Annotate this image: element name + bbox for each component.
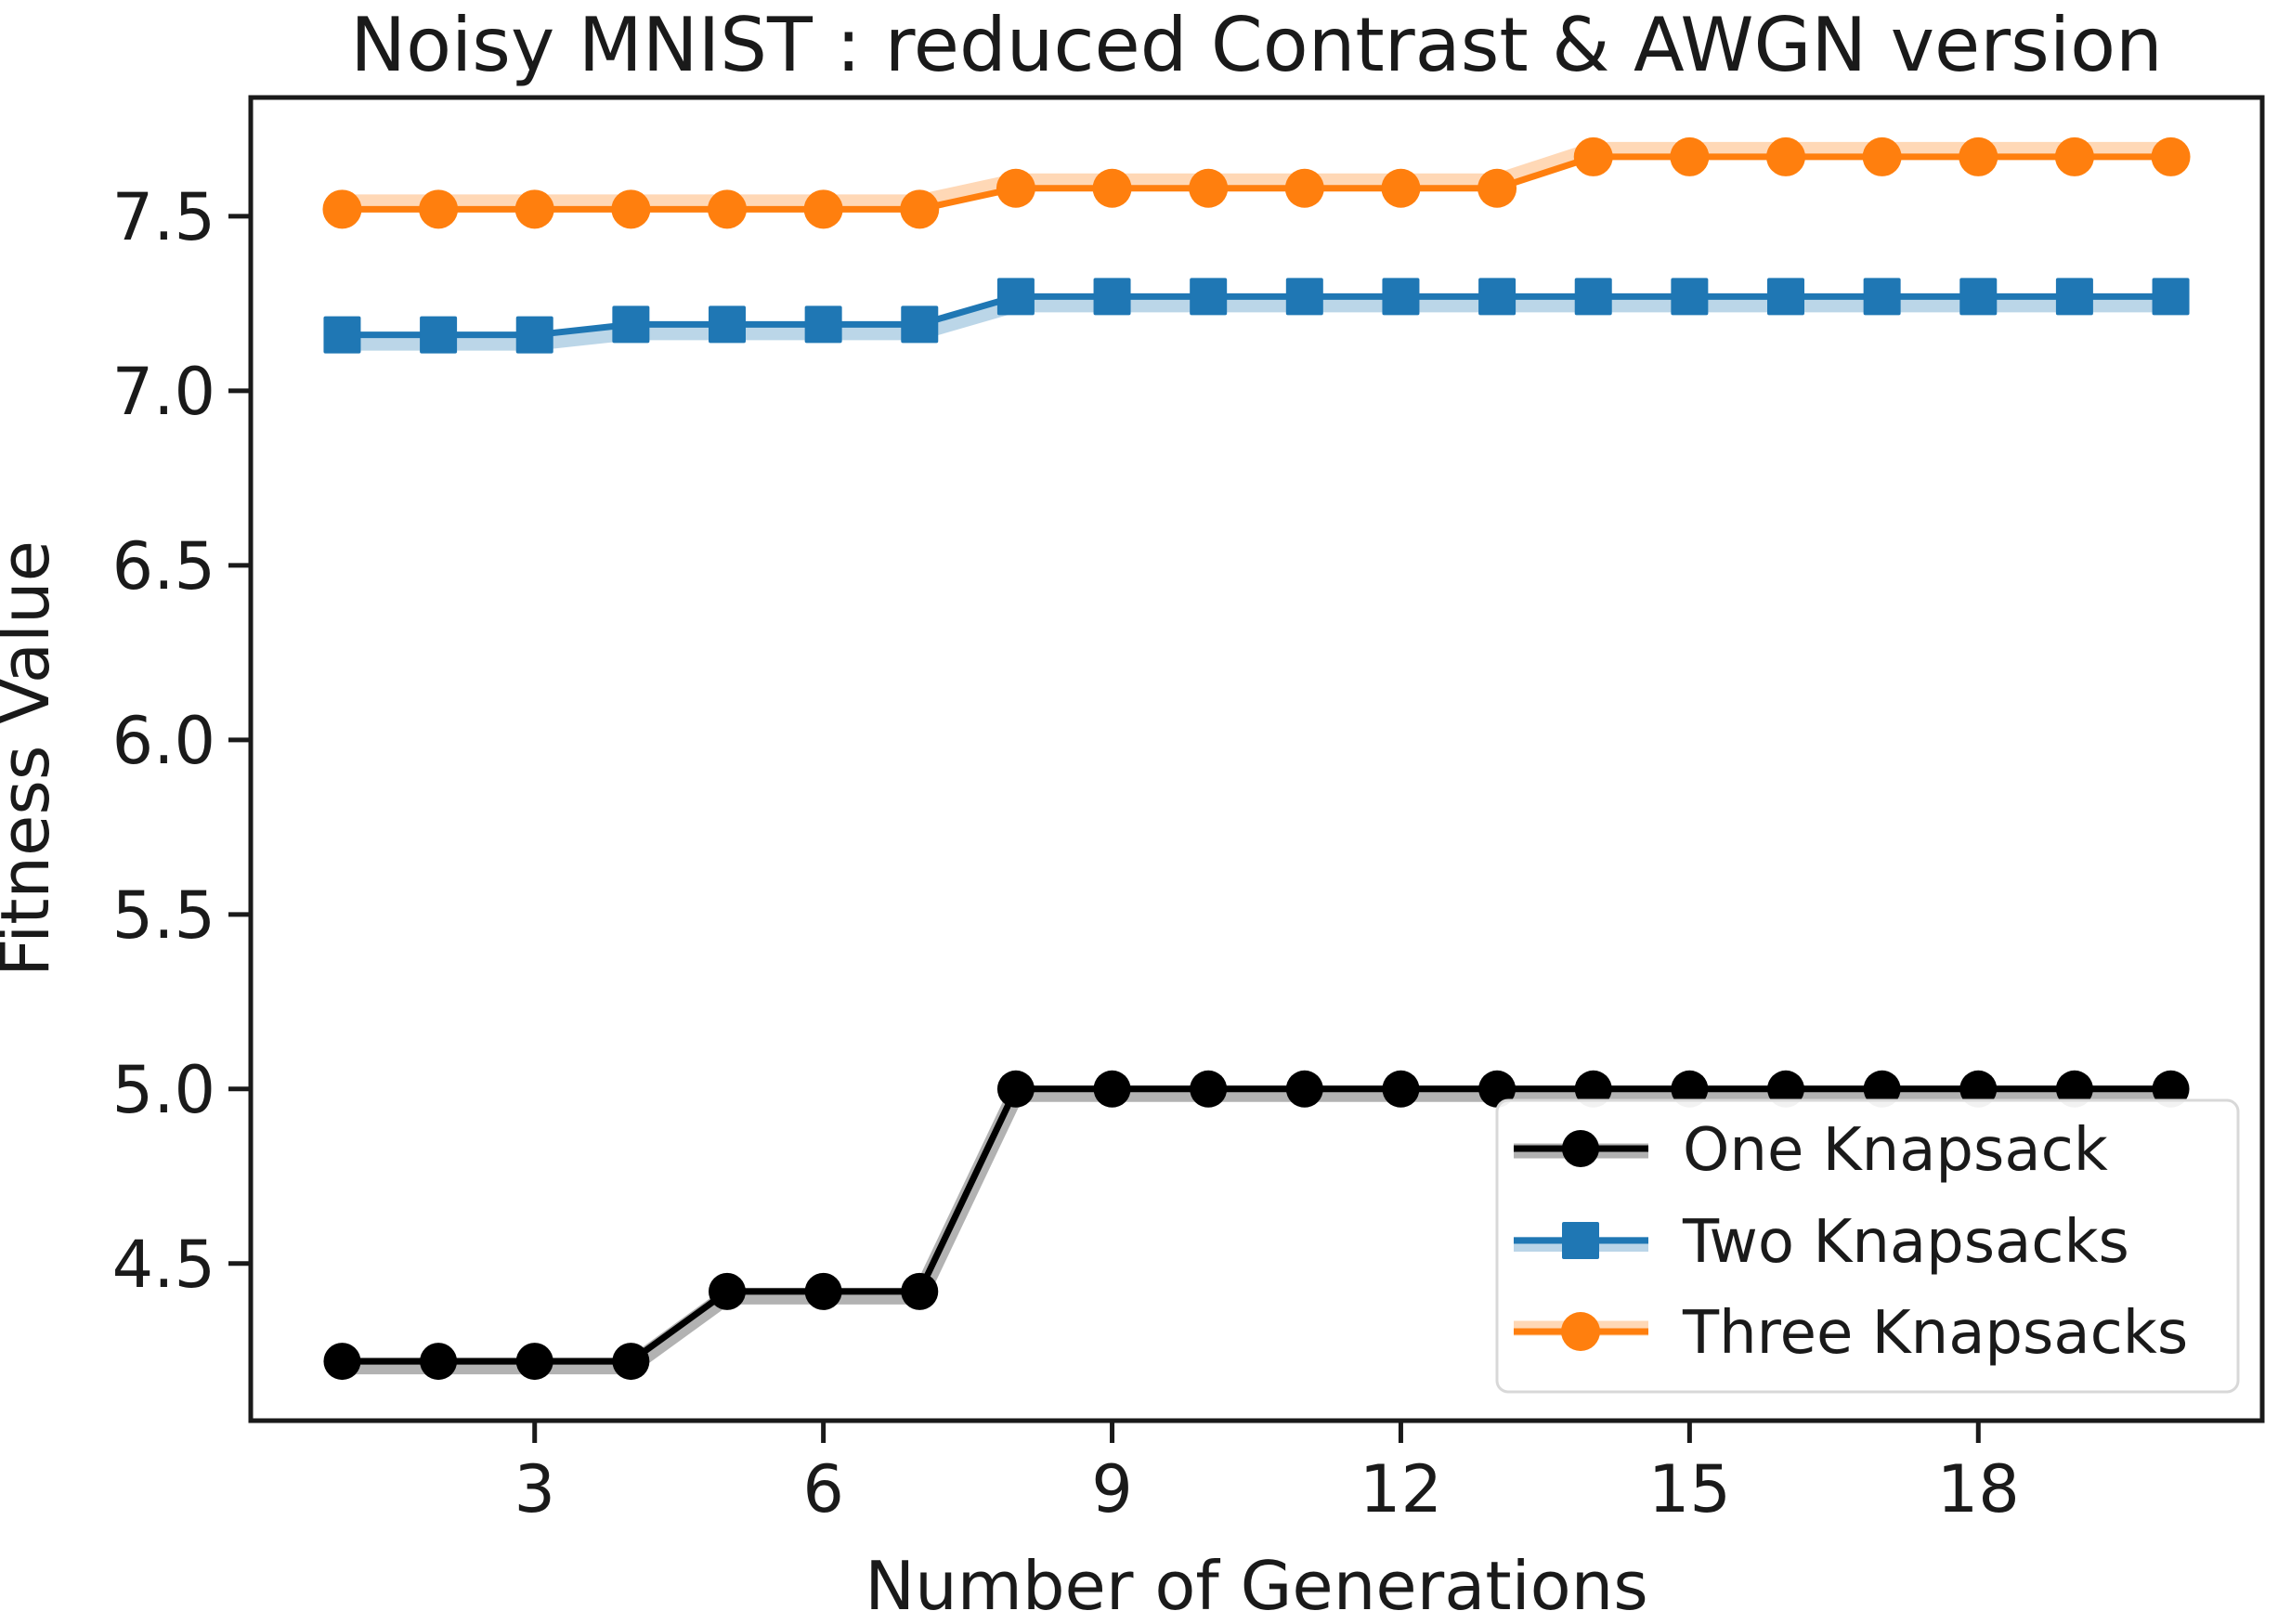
data-point-one-knapsack-gen-5 xyxy=(709,1272,746,1310)
data-point-three-knapsacks-gen-7 xyxy=(900,189,940,229)
x-tick-label-9: 9 xyxy=(1091,1451,1133,1527)
x-tick-label-12: 12 xyxy=(1360,1451,1442,1527)
y-tick-label-6.5: 6.5 xyxy=(112,528,215,604)
legend-label-one-knapsack: One Knapsack xyxy=(1683,1116,2108,1185)
data-point-two-knapsacks-gen-12 xyxy=(1382,278,1420,316)
series-three-knapsacks xyxy=(322,136,2191,229)
data-point-one-knapsack-gen-3 xyxy=(515,1343,553,1381)
data-point-two-knapsacks-gen-15 xyxy=(1671,278,1709,316)
data-point-one-knapsack-gen-7 xyxy=(901,1272,939,1310)
data-point-one-knapsack-gen-18 xyxy=(1959,1070,1998,1108)
data-point-one-knapsack-gen-11 xyxy=(1285,1070,1323,1108)
legend-marker-three-knapsacks xyxy=(1561,1312,1600,1351)
data-point-two-knapsacks-gen-5 xyxy=(709,305,746,344)
data-point-one-knapsack-gen-20 xyxy=(2152,1070,2190,1108)
data-point-two-knapsacks-gen-18 xyxy=(1959,278,1998,316)
legend-marker-one-knapsack xyxy=(1562,1130,1599,1167)
data-point-one-knapsack-gen-1 xyxy=(323,1343,361,1381)
chart-title: Noisy MNIST : reduced Contrast & AWGN ve… xyxy=(350,2,2162,88)
legend-label-three-knapsacks: Three Knapsacks xyxy=(1682,1299,2188,1368)
x-axis-label: Number of Generations xyxy=(865,1547,1648,1624)
data-point-two-knapsacks-gen-11 xyxy=(1285,278,1323,316)
data-point-two-knapsacks-gen-13 xyxy=(1478,278,1516,316)
y-tick-label-4.5: 4.5 xyxy=(112,1227,215,1303)
x-tick-label-6: 6 xyxy=(802,1451,844,1527)
data-point-three-knapsacks-gen-4 xyxy=(611,189,651,229)
data-point-one-knapsack-gen-13 xyxy=(1478,1070,1516,1108)
legend-entry-two-knapsacks: Two Knapsacks xyxy=(1514,1208,2129,1277)
legend-label-two-knapsacks: Two Knapsacks xyxy=(1682,1208,2129,1277)
data-point-three-knapsacks-gen-8 xyxy=(996,168,1035,208)
series-one-knapsack xyxy=(323,1070,2190,1381)
data-point-three-knapsacks-gen-12 xyxy=(1381,168,1421,208)
y-tick-label-5.0: 5.0 xyxy=(112,1052,215,1128)
data-point-two-knapsacks-gen-20 xyxy=(2152,278,2190,316)
data-point-two-knapsacks-gen-7 xyxy=(901,305,939,344)
data-point-one-knapsack-gen-17 xyxy=(1863,1070,1901,1108)
data-point-three-knapsacks-gen-19 xyxy=(2054,136,2094,176)
data-point-three-knapsacks-gen-20 xyxy=(2151,136,2191,176)
data-point-one-knapsack-gen-4 xyxy=(612,1343,650,1381)
data-point-three-knapsacks-gen-1 xyxy=(322,189,362,229)
axis-ticks: 3 6 9 12 15 18 4.5 5.0 5.5 6.0 6.5 7.0 7.5 xyxy=(112,179,2020,1527)
data-point-one-knapsack-gen-12 xyxy=(1382,1070,1420,1108)
data-point-one-knapsack-gen-15 xyxy=(1671,1070,1709,1108)
y-tick-label-7.5: 7.5 xyxy=(112,179,215,255)
data-point-two-knapsacks-gen-2 xyxy=(420,316,458,354)
data-point-three-knapsacks-gen-14 xyxy=(1573,136,1613,176)
data-point-three-knapsacks-gen-5 xyxy=(708,189,747,229)
data-point-three-knapsacks-gen-18 xyxy=(1959,136,1998,176)
x-tick-label-18: 18 xyxy=(1937,1451,2020,1527)
data-point-two-knapsacks-gen-3 xyxy=(515,316,553,354)
y-axis-label: Fitness Value xyxy=(0,540,64,977)
data-point-three-knapsacks-gen-2 xyxy=(419,189,459,229)
data-point-one-knapsack-gen-6 xyxy=(804,1272,842,1310)
data-point-two-knapsacks-gen-17 xyxy=(1863,278,1901,316)
data-point-one-knapsack-gen-19 xyxy=(2055,1070,2093,1108)
data-point-one-knapsack-gen-10 xyxy=(1190,1070,1228,1108)
data-point-one-knapsack-gen-14 xyxy=(1574,1070,1612,1108)
data-point-one-knapsack-gen-8 xyxy=(996,1070,1035,1108)
data-point-three-knapsacks-gen-15 xyxy=(1670,136,1710,176)
legend-entry-one-knapsack: One Knapsack xyxy=(1514,1116,2108,1185)
axes-spines xyxy=(248,95,2265,1423)
x-tick-label-15: 15 xyxy=(1648,1451,1731,1527)
data-point-two-knapsacks-gen-9 xyxy=(1093,278,1131,316)
data-point-one-knapsack-gen-2 xyxy=(420,1343,458,1381)
data-point-three-knapsacks-gen-9 xyxy=(1092,168,1132,208)
data-point-two-knapsacks-gen-10 xyxy=(1190,278,1228,316)
legend: One Knapsack Two Knapsacks Three Knapsacks xyxy=(1495,1098,2240,1394)
data-point-two-knapsacks-gen-14 xyxy=(1574,278,1612,316)
legend-marker-two-knapsacks xyxy=(1562,1222,1599,1259)
data-point-two-knapsacks-gen-1 xyxy=(323,316,361,354)
x-tick-label-3: 3 xyxy=(514,1451,555,1527)
y-tick-label-5.5: 5.5 xyxy=(112,877,215,954)
data-point-three-knapsacks-gen-16 xyxy=(1766,136,1805,176)
data-point-three-knapsacks-gen-6 xyxy=(803,189,843,229)
data-point-two-knapsacks-gen-8 xyxy=(996,278,1035,316)
data-point-two-knapsacks-gen-4 xyxy=(612,305,650,344)
data-point-one-knapsack-gen-9 xyxy=(1093,1070,1131,1108)
series-two-knapsacks xyxy=(323,278,2190,354)
data-point-three-knapsacks-gen-17 xyxy=(1862,136,1902,176)
y-tick-label-6.0: 6.0 xyxy=(112,703,215,779)
y-tick-label-7.0: 7.0 xyxy=(112,354,215,430)
legend-entry-three-knapsacks: Three Knapsacks xyxy=(1514,1299,2188,1368)
series-layer xyxy=(322,136,2191,1381)
data-point-two-knapsacks-gen-19 xyxy=(2055,278,2093,316)
data-point-three-knapsacks-gen-3 xyxy=(514,189,554,229)
data-point-two-knapsacks-gen-16 xyxy=(1767,278,1804,316)
data-point-three-knapsacks-gen-13 xyxy=(1477,168,1517,208)
data-point-two-knapsacks-gen-6 xyxy=(804,305,842,344)
data-point-one-knapsack-gen-16 xyxy=(1767,1070,1804,1108)
legend-box xyxy=(1495,1098,2240,1394)
data-point-three-knapsacks-gen-11 xyxy=(1284,168,1324,208)
data-point-three-knapsacks-gen-10 xyxy=(1189,168,1229,208)
